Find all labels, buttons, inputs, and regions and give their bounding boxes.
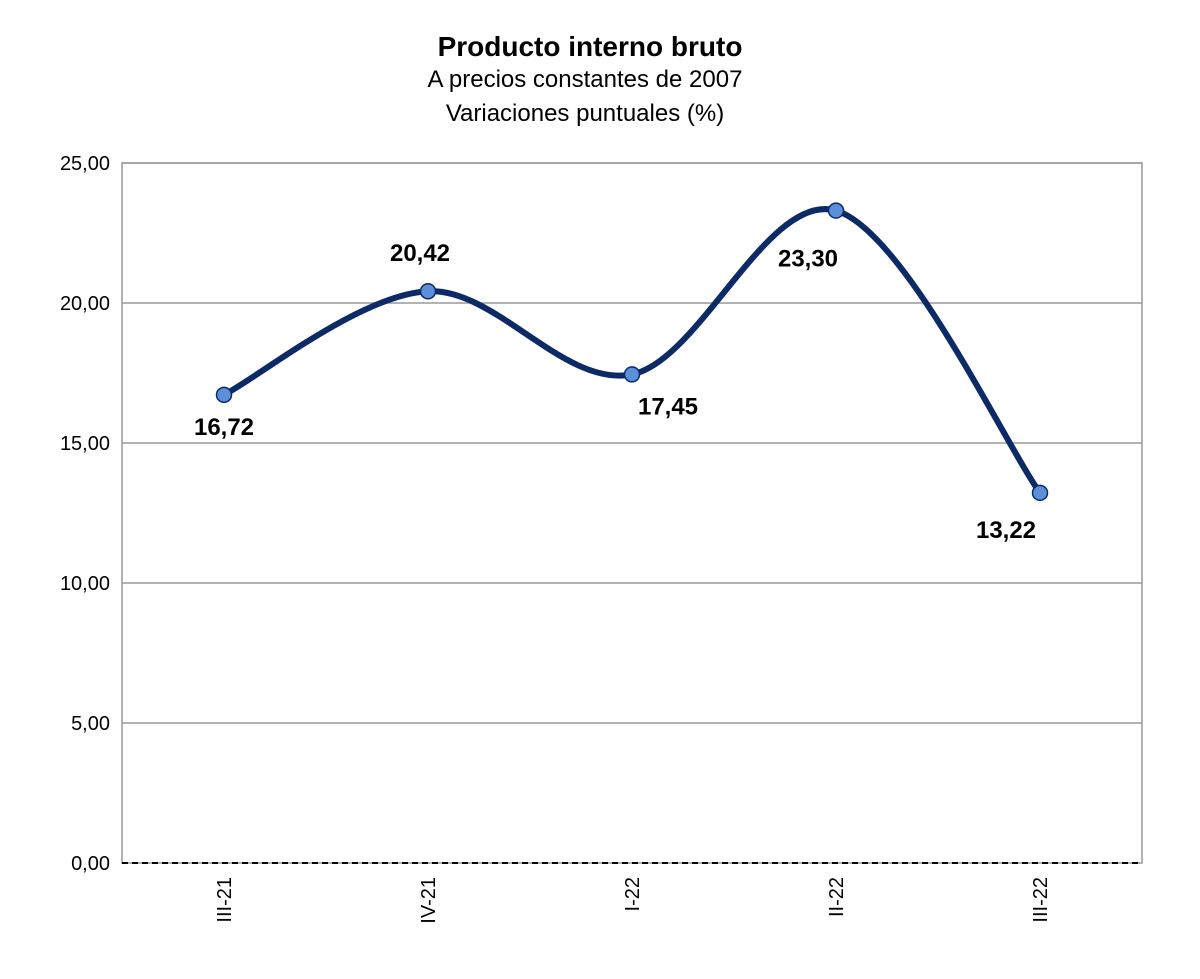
chart-subtitle: Variaciones puntuales (%) <box>446 100 724 127</box>
x-tick-label: III-21 <box>214 877 236 923</box>
data-label: 16,72 <box>194 414 254 441</box>
y-tick-label: 15,00 <box>60 433 110 455</box>
marker <box>827 202 845 219</box>
y-tick-label: 20,00 <box>60 293 110 315</box>
y-tick-label: 10,00 <box>60 573 110 595</box>
data-label: 20,42 <box>390 240 450 267</box>
marker <box>623 366 641 383</box>
marker <box>1031 484 1049 502</box>
y-tick-label: 5,00 <box>71 713 110 735</box>
plot-area <box>121 162 1143 864</box>
marker <box>215 386 233 404</box>
data-label: 17,45 <box>638 393 698 420</box>
data-label: 23,30 <box>778 246 838 273</box>
y-tick-label: 25,00 <box>60 153 110 175</box>
chart-subtitle: A precios constantes de 2007 <box>428 66 743 93</box>
y-tick-label: 0,00 <box>71 853 110 875</box>
x-tick-label: I-22 <box>622 877 644 911</box>
line <box>221 206 1043 496</box>
chart-title: Producto interno bruto <box>438 31 743 62</box>
marker <box>419 282 437 300</box>
data-label: 13,22 <box>976 517 1036 544</box>
x-tick-label: IV-21 <box>418 877 440 924</box>
x-tick-label: III-22 <box>1030 877 1052 923</box>
x-tick-label: II-22 <box>826 877 848 917</box>
